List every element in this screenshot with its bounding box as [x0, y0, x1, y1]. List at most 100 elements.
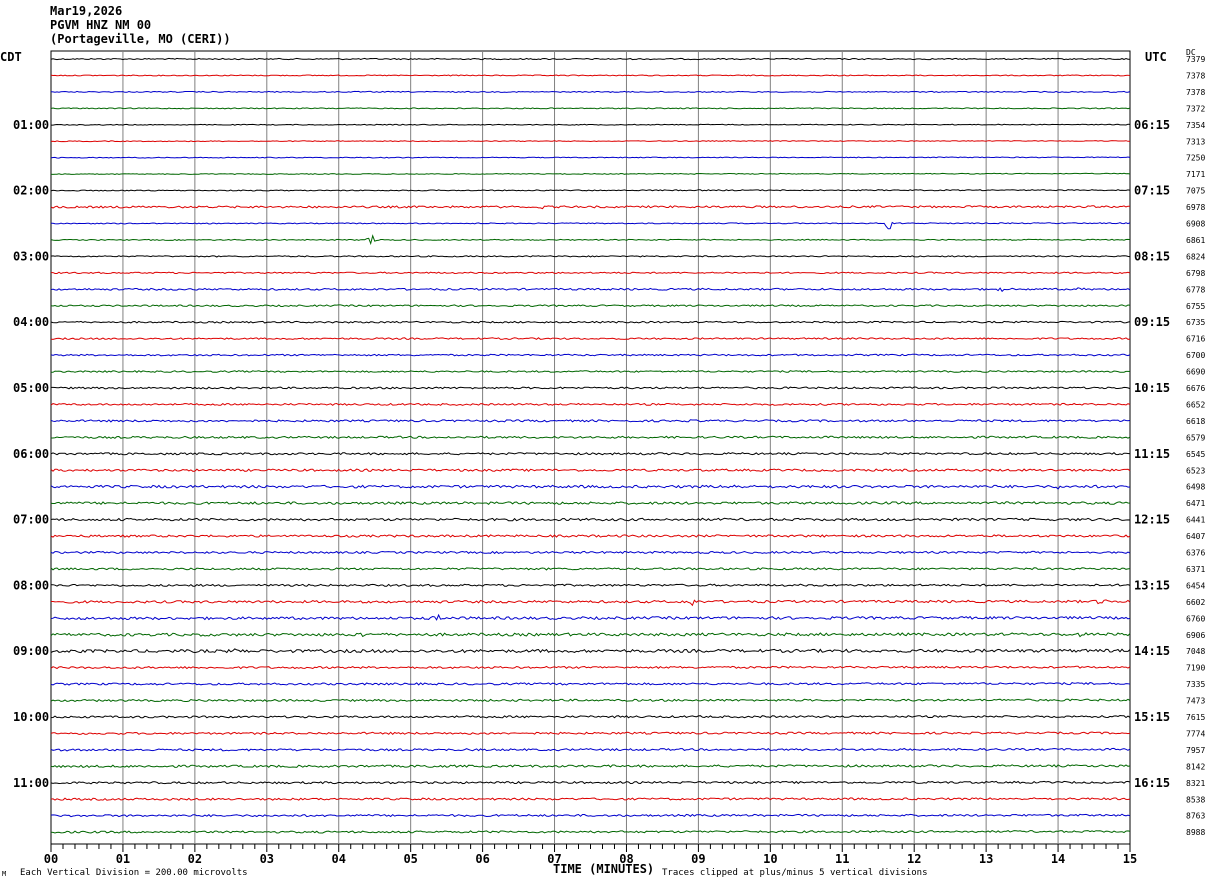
trace-row-47	[50, 830, 1131, 834]
trace-row-35	[50, 632, 1131, 638]
trace-row-8	[50, 189, 1131, 192]
dc-offset-label: 7335	[1186, 680, 1205, 689]
trace-row-27	[50, 501, 1131, 505]
dc-offset-label: 6579	[1186, 433, 1205, 442]
dc-offset-label: 6652	[1186, 400, 1205, 409]
right-timezone-label: UTC	[1145, 50, 1167, 64]
dc-offset-label: 6471	[1186, 499, 1205, 508]
corner-mark: M	[2, 870, 7, 878]
x-tick-label: 09	[691, 852, 705, 866]
trace-row-16	[50, 320, 1131, 324]
trace-row-39	[50, 698, 1131, 703]
dc-offset-label: 7372	[1186, 104, 1205, 113]
x-tick-label: 12	[907, 852, 921, 866]
trace-row-26	[50, 484, 1131, 490]
right-hour-label: 14:15	[1134, 644, 1170, 658]
dc-offset-label: 6716	[1186, 335, 1205, 344]
x-tick-label: 10	[763, 852, 777, 866]
dc-offset-label: 8988	[1186, 828, 1205, 837]
dc-offset-label: 7379	[1186, 55, 1205, 64]
trace-row-21	[50, 402, 1131, 406]
left-hour-label: 05:00	[13, 381, 49, 395]
dc-offset-label: 7473	[1186, 697, 1205, 706]
right-hour-label: 16:15	[1134, 776, 1170, 790]
trace-row-2	[50, 90, 1131, 93]
trace-row-15	[50, 304, 1131, 308]
dc-offset-label: 7190	[1186, 664, 1205, 673]
x-tick-label: 00	[44, 852, 58, 866]
left-hour-label: 04:00	[13, 315, 49, 329]
dc-offset-label: 6906	[1186, 631, 1205, 640]
trace-row-17	[50, 337, 1131, 341]
trace-row-7	[50, 172, 1131, 176]
trace-row-20	[51, 386, 1131, 390]
trace-row-19	[50, 370, 1131, 373]
dc-offset-label: 6371	[1186, 565, 1205, 574]
trace-row-22	[50, 419, 1131, 423]
dc-offset-label: 6778	[1186, 285, 1205, 294]
dc-header-label: DC	[1186, 48, 1196, 57]
trace-row-36	[50, 648, 1131, 654]
dc-offset-label: 6676	[1186, 384, 1205, 393]
x-axis-ticks: 00 01 02 03 04 05 06 07 08 09 10 11 12 13 14 15	[44, 844, 1137, 866]
left-hour-label: 08:00	[13, 578, 49, 592]
trace-row-1	[50, 74, 1131, 77]
right-hour-label: 10:15	[1134, 381, 1170, 395]
trace-row-13	[51, 271, 1131, 275]
trace-row-40	[50, 714, 1131, 719]
dc-offset-label: 6523	[1186, 466, 1205, 475]
dc-offset-label: 8538	[1186, 795, 1205, 804]
trace-row-3	[50, 107, 1131, 110]
left-hour-label: 01:00	[13, 118, 49, 132]
trace-row-44	[50, 780, 1131, 785]
dc-offset-label: 8763	[1186, 812, 1205, 821]
dc-offset-label: 6755	[1186, 302, 1205, 311]
trace-row-23	[51, 435, 1131, 439]
x-tick-label: 01	[116, 852, 130, 866]
trace-row-24	[50, 452, 1131, 456]
trace-row-5	[50, 140, 1130, 143]
trace-row-4	[51, 123, 1131, 126]
x-tick-label: 06	[475, 852, 489, 866]
dc-offset-label: 6760	[1186, 614, 1205, 623]
left-hour-label: 06:00	[13, 447, 49, 461]
trace-row-46	[50, 813, 1131, 818]
dc-offset-label: 8321	[1186, 779, 1205, 788]
dc-offset-label: 6407	[1186, 532, 1205, 541]
x-tick-label: 11	[835, 852, 849, 866]
trace-row-11	[50, 234, 1131, 246]
dc-offset-label: 7378	[1186, 88, 1205, 97]
scale-note: Each Vertical Division = 200.00 microvol…	[20, 868, 248, 878]
right-hour-label: 12:15	[1134, 513, 1170, 527]
dc-offset-label: 6618	[1186, 417, 1205, 426]
x-tick-label: 05	[403, 852, 417, 866]
dc-offset-label: 6908	[1186, 220, 1205, 229]
x-tick-label: 08	[619, 852, 633, 866]
right-hour-label: 07:15	[1134, 184, 1170, 198]
trace-row-33	[51, 599, 1131, 607]
dc-offset-label: 6376	[1186, 549, 1205, 558]
trace-row-28	[50, 517, 1131, 522]
dc-offset-label: 7048	[1186, 647, 1205, 656]
dc-offset-label: 6824	[1186, 252, 1205, 261]
dc-offset-label: 6690	[1186, 368, 1205, 377]
trace-row-37	[50, 665, 1131, 670]
trace-row-31	[50, 567, 1131, 571]
x-tick-label: 02	[188, 852, 202, 866]
trace-row-45	[50, 797, 1131, 801]
trace-row-41	[50, 731, 1131, 736]
grid-lines: 7379 7378 7378 7372 7354 7313 7250 7171 7075 6978…	[13, 50, 1205, 845]
x-axis-title: TIME (MINUTES)	[553, 862, 655, 876]
left-hour-label: 02:00	[13, 184, 49, 198]
right-hour-label: 15:15	[1134, 710, 1170, 724]
trace-row-25	[50, 468, 1131, 473]
dc-offset-label: 6498	[1186, 483, 1205, 492]
left-timezone-label: CDT	[0, 50, 22, 64]
seismic-traces	[50, 57, 1131, 834]
dc-offset-label: 6602	[1186, 598, 1205, 607]
dc-offset-label: 6441	[1186, 516, 1205, 525]
dc-offset-label: 6454	[1186, 581, 1205, 590]
trace-row-32	[50, 583, 1131, 587]
dc-offset-label: 6700	[1186, 351, 1205, 360]
trace-row-38	[50, 681, 1131, 686]
